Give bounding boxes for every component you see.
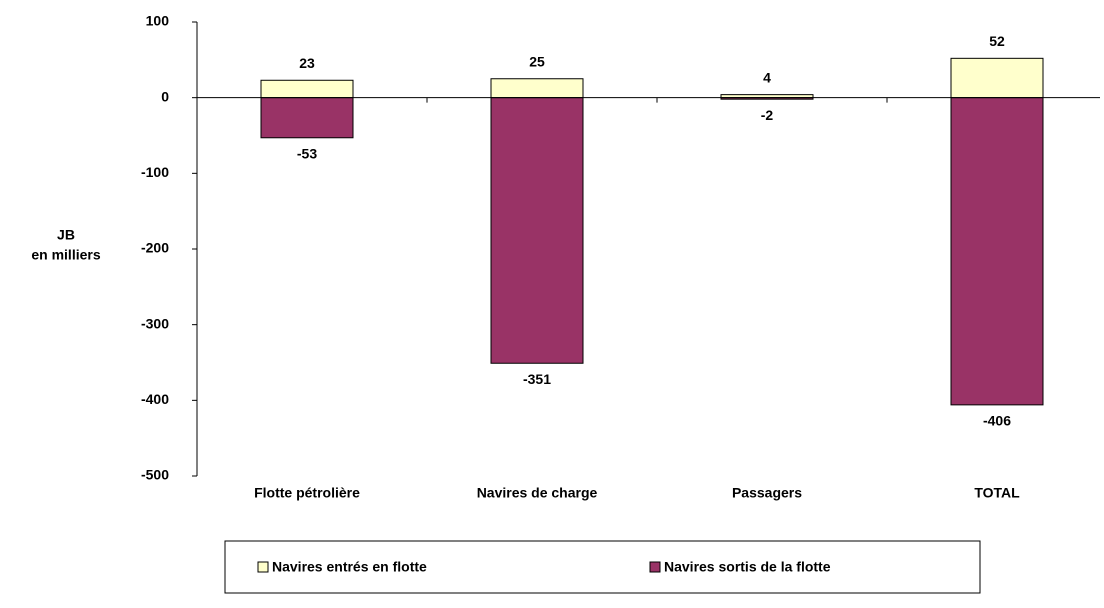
y-tick-label: -100	[141, 164, 169, 180]
data-label: -53	[297, 145, 317, 161]
bar	[950, 97, 1044, 406]
y-tick-label: 0	[161, 88, 169, 104]
y-tick-label: -500	[141, 467, 169, 483]
data-label: 23	[299, 55, 315, 71]
y-tick-label: -200	[141, 240, 169, 256]
legend-label: Navires entrés en flotte	[272, 559, 427, 575]
legend-box	[224, 540, 981, 594]
bar	[260, 79, 354, 99]
bar	[490, 97, 584, 364]
data-label: -351	[523, 371, 551, 387]
y-axis-label: JB	[57, 227, 75, 243]
x-tick-label: TOTAL	[974, 485, 1020, 501]
legend-label: Navires sortis de la flotte	[664, 559, 831, 575]
data-label: 52	[989, 33, 1005, 49]
x-tick-label: Passagers	[732, 485, 802, 501]
data-label: 4	[763, 69, 771, 85]
x-tick-label: Flotte pétrolière	[254, 485, 360, 501]
y-tick-label: 100	[146, 13, 170, 29]
y-tick-label: -300	[141, 315, 169, 331]
y-tick-label: -400	[141, 391, 169, 407]
data-label: -406	[983, 413, 1011, 429]
data-label: -2	[761, 107, 774, 123]
bar	[260, 97, 354, 139]
legend-swatch	[257, 561, 269, 573]
data-label: 25	[529, 53, 545, 69]
bar	[950, 57, 1044, 99]
x-tick-label: Navires de charge	[477, 485, 598, 501]
bar	[490, 78, 584, 99]
legend-swatch	[649, 561, 661, 573]
y-axis-label: en milliers	[31, 247, 100, 263]
